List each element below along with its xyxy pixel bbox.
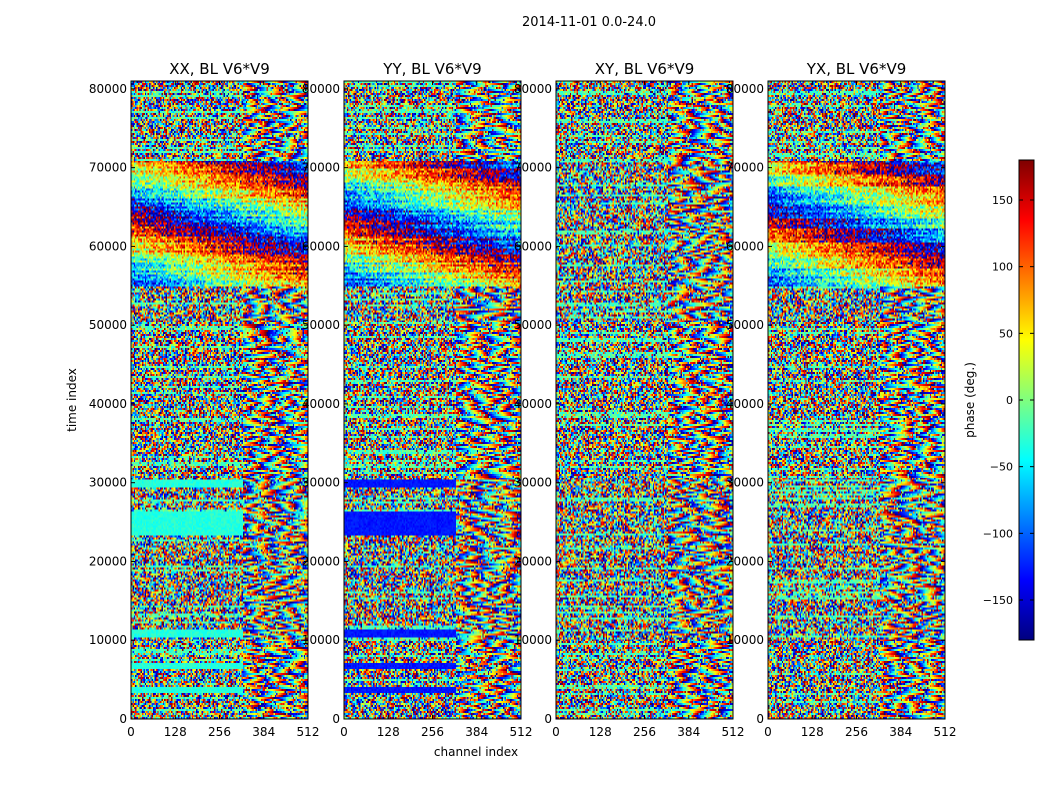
x-tick-label: 0 [764, 725, 772, 739]
x-tick-label: 128 [377, 725, 400, 739]
colorbar-tick-label: −50 [990, 461, 1013, 474]
colorbar-tick-label: 0 [1006, 394, 1013, 407]
y-tick-label: 40000 [89, 397, 127, 411]
heatmap-panels: XX, BL V6*V9 0 128 256 384 512 0 10000 20000 3000… [89, 60, 957, 739]
y-tick-label: 0 [332, 712, 340, 726]
x-tick-label: 128 [589, 725, 612, 739]
x-tick-label: 512 [297, 725, 320, 739]
panel-title-1: XX, BL V6*V9 [169, 60, 270, 78]
y-tick-label: 70000 [302, 161, 340, 175]
y-tick-label: 60000 [302, 239, 340, 253]
y-tick-label: 50000 [89, 318, 127, 332]
heatmap-image-4 [768, 81, 945, 719]
panel-4: YX, BL V6*V9 0 128 256 384 512 0 10000 20000 3000… [726, 60, 957, 739]
y-tick-label: 80000 [89, 82, 127, 96]
colorbar-tick-label: −150 [983, 594, 1013, 607]
y-tick-label: 0 [544, 712, 552, 726]
y-axis-label: time index [65, 368, 79, 432]
figure-suptitle: 2014-11-01 0.0-24.0 [522, 15, 656, 30]
y-tick-label: 80000 [514, 82, 552, 96]
x-tick-label: 256 [845, 725, 868, 739]
y-tick-label: 20000 [302, 554, 340, 568]
colorbar-tick-label: 150 [992, 194, 1013, 207]
colorbar-tick-label: 50 [999, 327, 1013, 340]
heatmap-image-1 [131, 81, 308, 719]
x-tick-label: 384 [465, 725, 488, 739]
panel-title-4: YX, BL V6*V9 [806, 60, 907, 78]
x-tick-label: 512 [722, 725, 745, 739]
panel-2: YY, BL V6*V9 0 128 256 384 512 0 10000 20000 3000… [302, 60, 533, 739]
x-tick-label: 0 [127, 725, 135, 739]
y-tick-label: 70000 [89, 161, 127, 175]
x-tick-label: 256 [633, 725, 656, 739]
y-tick-label: 10000 [302, 633, 340, 647]
y-tick-label: 10000 [726, 633, 764, 647]
x-tick-label: 512 [510, 725, 533, 739]
y-tick-label: 30000 [726, 476, 764, 490]
heatmap-image-3 [556, 81, 733, 719]
x-tick-label: 384 [677, 725, 700, 739]
x-tick-label: 512 [934, 725, 957, 739]
y-tick-label: 0 [119, 712, 127, 726]
x-tick-label: 384 [889, 725, 912, 739]
y-tick-label: 0 [756, 712, 764, 726]
y-tick-label: 40000 [726, 397, 764, 411]
colorbar-tick-label: −100 [983, 527, 1013, 540]
colorbar-gradient [1019, 160, 1034, 640]
y-tick-label: 20000 [89, 554, 127, 568]
y-tick-label: 60000 [89, 239, 127, 253]
x-tick-label: 256 [208, 725, 231, 739]
y-tick-label: 20000 [514, 554, 552, 568]
y-tick-label: 40000 [302, 397, 340, 411]
y-tick-label: 70000 [726, 161, 764, 175]
colorbar-label: phase (deg.) [963, 362, 977, 438]
x-tick-label: 128 [801, 725, 824, 739]
y-tick-label: 20000 [726, 554, 764, 568]
y-tick-label: 70000 [514, 161, 552, 175]
y-tick-label: 30000 [514, 476, 552, 490]
x-tick-label: 0 [552, 725, 560, 739]
y-tick-label: 50000 [302, 318, 340, 332]
y-tick-label: 30000 [89, 476, 127, 490]
y-tick-label: 60000 [726, 239, 764, 253]
x-tick-label: 128 [164, 725, 187, 739]
y-tick-label: 60000 [514, 239, 552, 253]
x-tick-label: 0 [340, 725, 348, 739]
x-tick-label: 256 [421, 725, 444, 739]
colorbar-tick-label: 100 [992, 261, 1013, 274]
y-tick-label: 80000 [302, 82, 340, 96]
panel-title-2: YY, BL V6*V9 [382, 60, 481, 78]
x-tick-label: 384 [252, 725, 275, 739]
y-tick-label: 10000 [514, 633, 552, 647]
colorbar: 150 100 50 0 −50 −100 −150 phase (deg.) [963, 159, 1035, 641]
y-tick-label: 50000 [726, 318, 764, 332]
panel-1: XX, BL V6*V9 0 128 256 384 512 0 10000 20000 3000… [89, 60, 320, 739]
heatmap-image-2 [344, 81, 521, 719]
x-axis-label: channel index [434, 745, 518, 759]
y-tick-label: 10000 [89, 633, 127, 647]
y-tick-label: 40000 [514, 397, 552, 411]
y-tick-label: 30000 [302, 476, 340, 490]
panel-title-3: XY, BL V6*V9 [595, 60, 695, 78]
panel-3: XY, BL V6*V9 0 128 256 384 512 0 10000 20000 3000… [514, 60, 745, 739]
y-tick-label: 80000 [726, 82, 764, 96]
y-tick-label: 50000 [514, 318, 552, 332]
